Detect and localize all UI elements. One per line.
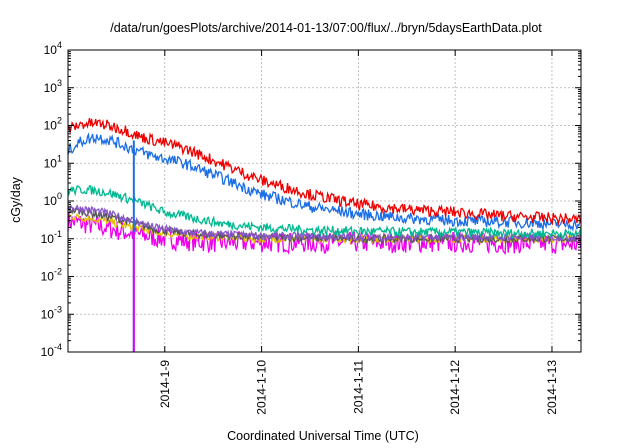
y-tick-label: 103: [44, 78, 62, 95]
y-tick-base: 10: [44, 119, 58, 133]
y-tick-base: 10: [41, 307, 55, 321]
y-tick-exponent: 2: [57, 116, 62, 126]
y-tick-label: 10-1: [41, 229, 62, 246]
chart-title: /data/run/goesPlots/archive/2014-01-13/0…: [110, 21, 542, 35]
y-tick-base: 10: [44, 156, 58, 170]
series-line: [67, 118, 582, 226]
y-tick-exponent: -4: [54, 342, 62, 352]
y-tick-base: 10: [41, 345, 55, 359]
grid: [68, 50, 581, 352]
x-tick-label: 2014-1-13: [545, 360, 559, 415]
y-tick-label: 104: [44, 40, 62, 57]
y-tick-base: 10: [41, 270, 55, 284]
x-tick-label: 2014-1-10: [255, 360, 269, 415]
y-tick-exponent: -1: [54, 229, 62, 239]
y-tick-base: 10: [44, 43, 58, 57]
x-axis-label: Coordinated Universal Time (UTC): [227, 429, 419, 443]
x-tick-label: 2014-1-9: [158, 360, 172, 408]
y-tick-exponent: 1: [57, 153, 62, 163]
y-tick-base: 10: [41, 232, 55, 246]
y-tick-label: 10-3: [41, 304, 62, 321]
plot-series: [67, 118, 582, 352]
y-tick-label: 102: [44, 116, 62, 133]
x-tick-label: 2014-1-12: [448, 360, 462, 415]
x-tick-label: 2014-1-11: [351, 360, 365, 414]
y-tick-exponent: -3: [54, 304, 62, 314]
y-tick-base: 10: [44, 194, 58, 208]
series-line: [67, 211, 582, 256]
y-tick-base: 10: [44, 81, 58, 95]
y-tick-exponent: 0: [57, 191, 62, 201]
y-tick-exponent: 4: [57, 40, 62, 50]
y-axis-label: cGy/day: [9, 176, 23, 223]
y-tick-label: 10-2: [41, 267, 62, 284]
series-line: [67, 132, 582, 232]
y-tick-exponent: -2: [54, 267, 62, 277]
y-tick-label: 10-4: [41, 342, 62, 359]
y-tick-label: 101: [44, 153, 62, 170]
y-tick-label: 100: [44, 191, 62, 208]
y-tick-exponent: 3: [57, 78, 62, 88]
series-line: [67, 204, 582, 244]
series-line: [67, 184, 582, 241]
